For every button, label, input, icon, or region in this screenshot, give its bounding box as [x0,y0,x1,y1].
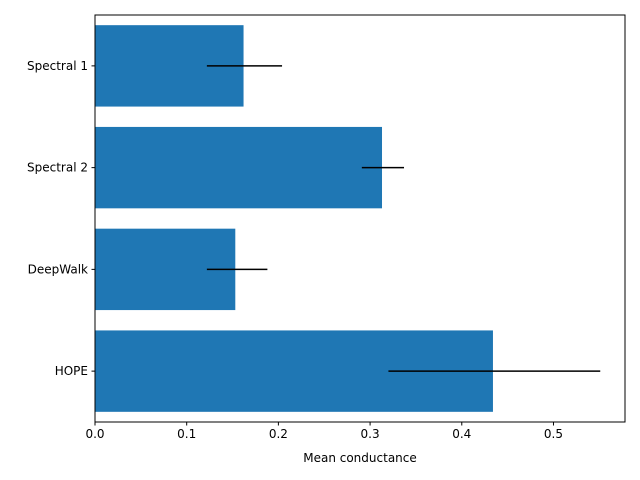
x-tick-label: 0.0 [85,427,104,441]
error-bars-layer [206,65,601,372]
y-tick-label: Spectral 1 [27,59,88,73]
y-axis: Spectral 1 Spectral 2 DeepWalk HOPE [27,59,95,378]
bars-layer [95,25,493,412]
x-axis: 0.0 0.1 0.2 0.3 0.4 0.5 [85,422,563,441]
x-tick-label: 0.4 [452,427,471,441]
bar [95,126,383,209]
y-tick-label: DeepWalk [28,262,88,276]
x-tick-label: 0.3 [361,427,380,441]
x-tick-label: 0.1 [177,427,196,441]
y-tick-label: Spectral 2 [27,161,88,175]
y-tick-label: HOPE [55,364,88,378]
x-tick-label: 0.2 [269,427,288,441]
x-tick-label: 0.5 [544,427,563,441]
plot-frame [94,14,626,423]
x-axis-label: Mean conductance [303,451,417,465]
